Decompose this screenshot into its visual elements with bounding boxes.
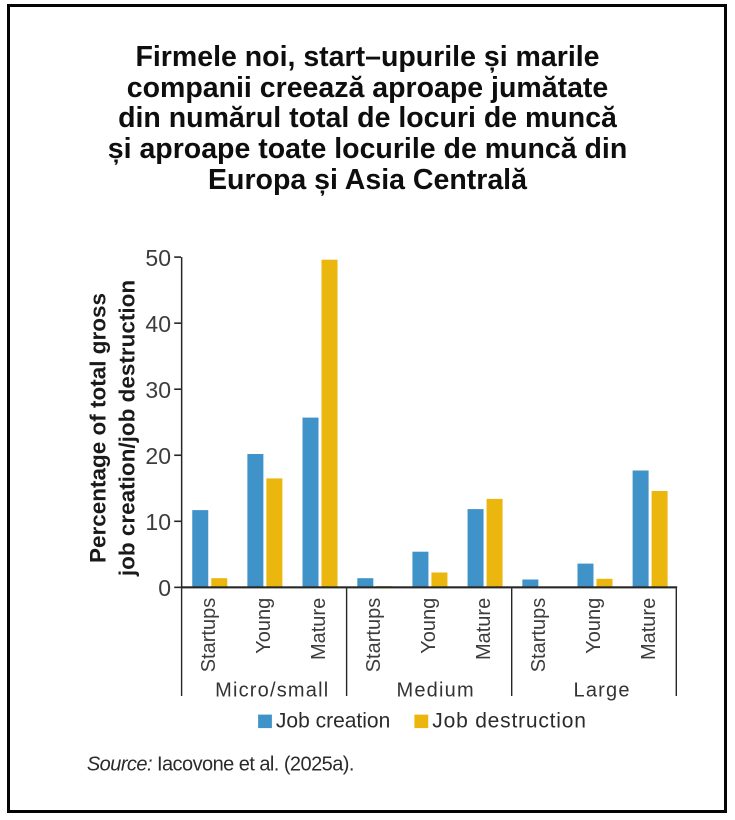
svg-text:Mature: Mature bbox=[473, 598, 495, 660]
svg-text:Job creation: Job creation bbox=[276, 710, 390, 733]
svg-text:50: 50 bbox=[145, 245, 171, 271]
svg-text:Young: Young bbox=[253, 598, 275, 654]
svg-text:job creation/job destruction: job creation/job destruction bbox=[114, 280, 139, 577]
svg-text:Large: Large bbox=[574, 680, 631, 702]
svg-text:40: 40 bbox=[145, 311, 171, 337]
svg-text:Job destruction: Job destruction bbox=[432, 710, 586, 733]
svg-text:Medium: Medium bbox=[397, 680, 475, 702]
svg-text:0: 0 bbox=[158, 575, 171, 601]
svg-text:Source: Iacovone et al. (2025a: Source: Iacovone et al. (2025a). bbox=[87, 753, 354, 775]
svg-text:Startups: Startups bbox=[198, 598, 220, 672]
svg-text:10: 10 bbox=[145, 509, 171, 535]
svg-text:20: 20 bbox=[145, 443, 171, 469]
svg-text:30: 30 bbox=[145, 377, 171, 403]
svg-text:Micro/small: Micro/small bbox=[215, 680, 329, 702]
svg-text:Young: Young bbox=[583, 598, 605, 654]
svg-text:Mature: Mature bbox=[308, 598, 330, 660]
svg-text:Percentage of total gross: Percentage of total gross bbox=[85, 293, 110, 563]
svg-text:Young: Young bbox=[418, 598, 440, 654]
svg-text:Mature: Mature bbox=[638, 598, 660, 660]
svg-text:Startups: Startups bbox=[528, 598, 550, 672]
svg-text:Startups: Startups bbox=[363, 598, 385, 672]
